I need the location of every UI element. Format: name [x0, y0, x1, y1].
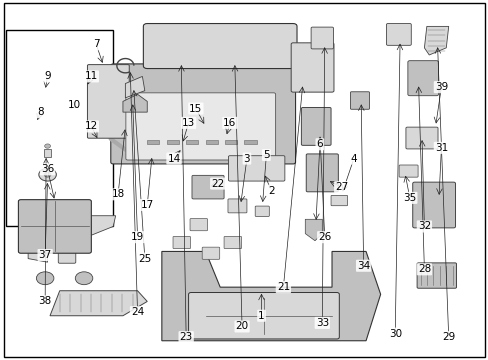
Text: 29: 29	[441, 332, 454, 342]
Text: 31: 31	[434, 143, 447, 153]
FancyBboxPatch shape	[350, 92, 369, 109]
Text: 5: 5	[263, 150, 269, 160]
Text: 16: 16	[223, 118, 236, 128]
Text: 27: 27	[334, 182, 347, 192]
Text: 26: 26	[318, 232, 331, 242]
Text: 10: 10	[68, 100, 81, 110]
Text: 34: 34	[356, 261, 369, 271]
Text: 36: 36	[41, 164, 54, 174]
Circle shape	[39, 168, 56, 181]
Circle shape	[75, 272, 93, 285]
FancyBboxPatch shape	[228, 156, 285, 181]
FancyBboxPatch shape	[192, 175, 224, 199]
Text: 7: 7	[93, 39, 100, 49]
Polygon shape	[125, 76, 144, 98]
Bar	[224, 140, 237, 144]
Text: 12: 12	[84, 121, 98, 131]
Text: 9: 9	[44, 71, 51, 81]
Text: 23: 23	[179, 332, 192, 342]
Text: 20: 20	[235, 321, 248, 332]
FancyBboxPatch shape	[305, 154, 338, 192]
FancyBboxPatch shape	[188, 293, 339, 339]
Text: 19: 19	[131, 232, 144, 242]
Circle shape	[44, 144, 50, 148]
FancyBboxPatch shape	[405, 127, 437, 149]
Polygon shape	[162, 251, 380, 341]
FancyArrowPatch shape	[110, 139, 125, 150]
Text: 37: 37	[39, 250, 52, 260]
Text: 2: 2	[267, 186, 274, 196]
FancyBboxPatch shape	[330, 195, 347, 206]
Text: 24: 24	[131, 307, 144, 317]
Text: 4: 4	[350, 154, 356, 163]
FancyBboxPatch shape	[412, 182, 455, 228]
Circle shape	[44, 172, 51, 177]
FancyBboxPatch shape	[407, 61, 438, 96]
Text: 6: 6	[316, 139, 323, 149]
FancyBboxPatch shape	[125, 93, 275, 160]
FancyBboxPatch shape	[190, 219, 207, 231]
FancyBboxPatch shape	[224, 237, 241, 249]
Text: 33: 33	[315, 318, 328, 328]
FancyBboxPatch shape	[202, 247, 219, 259]
Bar	[244, 140, 256, 144]
FancyBboxPatch shape	[227, 199, 246, 213]
Text: 15: 15	[189, 104, 202, 113]
FancyBboxPatch shape	[386, 23, 410, 45]
FancyBboxPatch shape	[301, 108, 330, 145]
Circle shape	[36, 272, 54, 285]
FancyBboxPatch shape	[416, 263, 456, 288]
Bar	[205, 140, 217, 144]
Polygon shape	[86, 216, 116, 237]
Text: 32: 32	[417, 221, 430, 231]
Text: 13: 13	[182, 118, 195, 128]
Bar	[44, 149, 51, 157]
FancyBboxPatch shape	[19, 200, 91, 253]
FancyBboxPatch shape	[143, 23, 296, 68]
Bar	[6, 30, 113, 226]
FancyBboxPatch shape	[290, 43, 333, 92]
Text: 25: 25	[138, 253, 151, 264]
Text: 38: 38	[39, 296, 52, 306]
FancyBboxPatch shape	[398, 165, 417, 177]
Polygon shape	[50, 291, 147, 316]
FancyBboxPatch shape	[255, 206, 269, 216]
FancyBboxPatch shape	[173, 237, 190, 249]
Polygon shape	[122, 94, 147, 112]
Text: 30: 30	[388, 329, 401, 339]
Text: 21: 21	[276, 282, 289, 292]
Text: 1: 1	[258, 311, 264, 321]
Polygon shape	[424, 26, 448, 55]
Bar	[147, 140, 159, 144]
Bar	[166, 140, 179, 144]
Text: 17: 17	[141, 200, 154, 210]
Bar	[186, 140, 198, 144]
Text: 22: 22	[211, 179, 224, 189]
Text: 11: 11	[84, 71, 98, 81]
Text: 14: 14	[167, 154, 180, 163]
Polygon shape	[305, 219, 322, 241]
Text: 18: 18	[111, 189, 124, 199]
FancyBboxPatch shape	[111, 64, 295, 164]
Text: 8: 8	[37, 107, 43, 117]
Text: 3: 3	[243, 154, 250, 163]
Polygon shape	[28, 244, 47, 262]
FancyBboxPatch shape	[87, 64, 129, 138]
FancyBboxPatch shape	[58, 243, 76, 263]
Text: 28: 28	[417, 264, 430, 274]
Text: 39: 39	[434, 82, 447, 92]
Text: 35: 35	[403, 193, 416, 203]
FancyBboxPatch shape	[310, 27, 333, 49]
